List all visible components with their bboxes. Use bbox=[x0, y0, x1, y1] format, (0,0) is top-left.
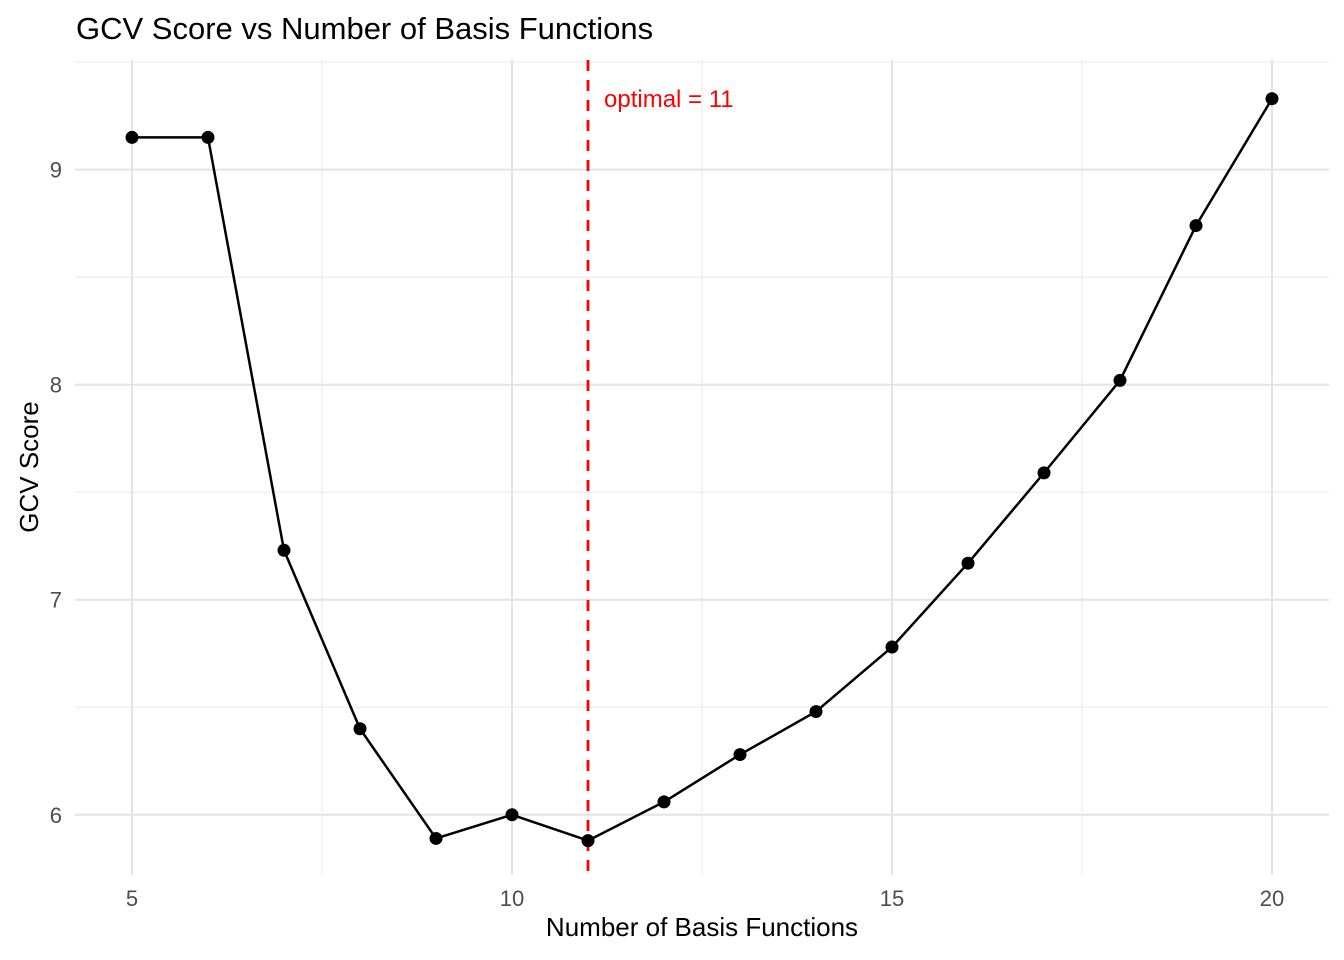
data-point bbox=[1189, 219, 1203, 233]
x-tick-label: 20 bbox=[1260, 886, 1284, 911]
data-point bbox=[353, 722, 367, 736]
data-point bbox=[733, 748, 747, 762]
data-point bbox=[581, 834, 595, 848]
minor-gridlines bbox=[75, 60, 1329, 875]
data-point bbox=[125, 130, 139, 144]
gcv-line bbox=[130, 97, 1274, 842]
y-tick-label: 6 bbox=[50, 803, 62, 828]
data-point bbox=[1113, 373, 1127, 387]
x-tick-label: 10 bbox=[500, 886, 524, 911]
x-tick-label: 15 bbox=[880, 886, 904, 911]
data-series bbox=[125, 92, 1279, 848]
data-point bbox=[201, 130, 215, 144]
data-point bbox=[277, 543, 291, 557]
data-point bbox=[1265, 92, 1279, 106]
data-point bbox=[961, 556, 975, 570]
y-tick-label: 8 bbox=[50, 373, 62, 398]
x-axis-title: Number of Basis Functions bbox=[546, 912, 858, 942]
data-point bbox=[505, 808, 519, 822]
y-tick-label: 7 bbox=[50, 588, 62, 613]
y-axis-title: GCV Score bbox=[14, 401, 44, 533]
data-point bbox=[809, 705, 823, 719]
data-point bbox=[429, 831, 443, 845]
data-point bbox=[885, 640, 899, 654]
plot-title: GCV Score vs Number of Basis Functions bbox=[76, 11, 653, 46]
y-tick-label: 9 bbox=[50, 158, 62, 183]
optimal-annotation: optimal = 11 bbox=[604, 86, 734, 113]
data-point bbox=[657, 795, 671, 809]
x-axis-tick-labels: 5 10 15 20 bbox=[126, 886, 1284, 911]
y-axis-tick-labels: 6 7 8 9 bbox=[50, 158, 62, 828]
x-tick-label: 5 bbox=[126, 886, 138, 911]
data-point bbox=[1037, 466, 1051, 480]
